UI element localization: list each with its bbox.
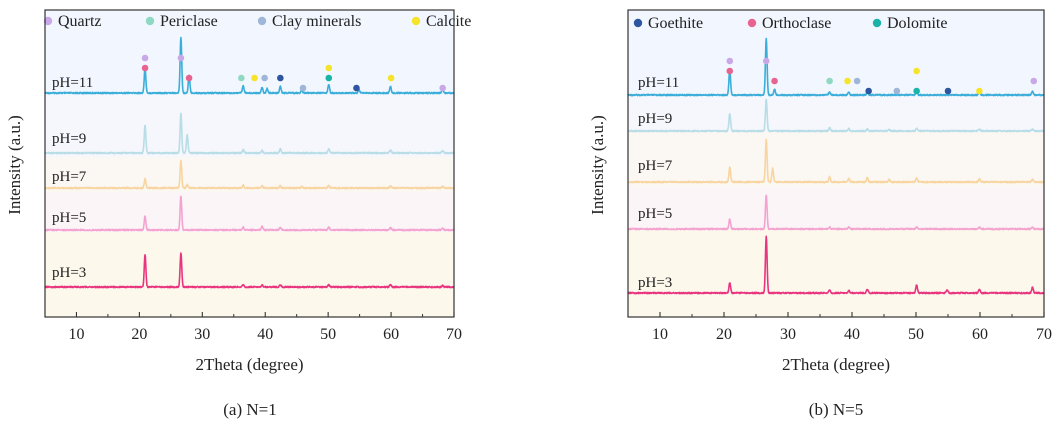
- phase-marker: [913, 67, 920, 75]
- phase-marker: [865, 87, 872, 95]
- x-tick-label: 70: [446, 326, 462, 343]
- series-trace-pH=9: [627, 98, 1045, 133]
- series-trace-pH=5: [44, 195, 455, 232]
- x-tick-label: 30: [194, 326, 210, 343]
- phase-marker: [771, 77, 778, 85]
- phase-marker: [1030, 77, 1038, 85]
- phase-marker: [277, 74, 284, 82]
- series-label: pH=9: [638, 111, 672, 127]
- chart-panel-1: pH=11 pH=9 pH=7 pH=5 pH=3 Quartz Periclase Clay…: [5, 9, 471, 419]
- phase-marker: [261, 74, 268, 82]
- legend-swatch: [257, 16, 267, 26]
- background-band: [45, 10, 454, 95]
- series-trace-pH=7: [44, 159, 455, 190]
- phase-marker: [893, 87, 901, 95]
- series-trace-pH=3: [44, 252, 455, 289]
- legend-label: Calcite: [426, 13, 471, 30]
- phase-marker: [141, 64, 149, 72]
- series-label: pH=11: [638, 75, 679, 91]
- series-label: pH=3: [52, 265, 86, 281]
- y-axis-label: Intensity (a.u.): [588, 115, 607, 215]
- phase-marker: [325, 64, 333, 72]
- x-tick-label: 50: [908, 326, 924, 343]
- legend-label: Orthoclase: [762, 15, 831, 32]
- phase-marker: [439, 84, 446, 92]
- legend-label: Goethite: [648, 15, 703, 32]
- x-tick-label: 10: [652, 326, 668, 343]
- series-label: pH=9: [52, 131, 86, 147]
- y-axis-label: Intensity (a.u.): [5, 115, 24, 215]
- background-band: [45, 232, 454, 317]
- series-label: pH=5: [52, 210, 86, 226]
- phase-marker: [826, 77, 833, 85]
- legend-label: Quartz: [58, 13, 102, 30]
- phase-marker: [844, 77, 851, 85]
- phase-marker: [177, 54, 185, 62]
- plot-frame: [44, 9, 455, 318]
- legend-label: Clay minerals: [272, 13, 361, 30]
- series-label: pH=11: [52, 75, 93, 91]
- series-trace-pH=5: [627, 194, 1045, 231]
- series-trace-pH=3: [627, 235, 1045, 295]
- background-band: [45, 157, 454, 192]
- phase-marker: [726, 67, 734, 75]
- phase-marker: [944, 87, 952, 95]
- chart-panel-2: pH=11 pH=9 pH=7 pH=5 pH=3 Goethite Orthoclase D…: [588, 9, 1052, 419]
- background-band: [628, 10, 1044, 97]
- panel-caption: (a) N=1: [223, 400, 276, 419]
- phase-marker: [853, 77, 861, 85]
- series-trace-pH=11: [44, 36, 455, 95]
- legend-label: Dolomite: [887, 15, 947, 32]
- phase-marker: [238, 74, 245, 82]
- x-tick-label: 30: [780, 326, 796, 343]
- x-tick-label: 20: [131, 326, 147, 343]
- x-tick-label: 40: [257, 326, 273, 343]
- legend-label: Periclase: [160, 13, 218, 30]
- phase-marker: [726, 57, 734, 65]
- phase-marker: [251, 74, 258, 82]
- phase-marker: [762, 57, 770, 65]
- background-band: [628, 228, 1044, 317]
- background-band: [628, 97, 1044, 132]
- legend-swatch: [747, 18, 757, 28]
- background-band: [628, 132, 1044, 187]
- x-axis-label: 2Theta (degree): [782, 355, 890, 374]
- legend-swatch: [411, 16, 421, 26]
- panel-caption: (b) N=5: [809, 400, 863, 419]
- x-tick-label: 60: [972, 326, 988, 343]
- phase-marker: [353, 84, 360, 92]
- x-tick-label: 50: [320, 326, 336, 343]
- background-band: [45, 192, 454, 232]
- x-tick-label: 20: [716, 326, 732, 343]
- series-label: pH=3: [638, 275, 672, 291]
- x-tick-label: 10: [68, 326, 84, 343]
- background-band: [45, 95, 454, 157]
- series-label: pH=7: [52, 169, 87, 185]
- legend-swatch: [872, 18, 882, 28]
- phase-marker: [976, 87, 983, 95]
- x-tick-label: 40: [844, 326, 860, 343]
- x-axis-label: 2Theta (degree): [195, 355, 303, 374]
- phase-marker: [387, 74, 395, 82]
- series-trace-pH=9: [44, 112, 455, 155]
- legend-swatch: [145, 16, 155, 26]
- series-label: pH=5: [638, 206, 672, 222]
- series-trace-pH=7: [627, 138, 1045, 184]
- background-band: [628, 187, 1044, 228]
- phase-marker: [325, 74, 333, 82]
- phase-marker: [913, 87, 920, 95]
- plot-frame: [627, 9, 1045, 318]
- series-label: pH=7: [638, 158, 673, 174]
- legend-swatch: [43, 16, 53, 26]
- legend-swatch: [633, 18, 643, 28]
- phase-marker: [299, 84, 307, 92]
- phase-marker: [185, 74, 193, 82]
- phase-marker: [141, 54, 149, 62]
- x-tick-label: 70: [1036, 326, 1052, 343]
- series-trace-pH=11: [627, 37, 1045, 97]
- x-tick-label: 60: [383, 326, 399, 343]
